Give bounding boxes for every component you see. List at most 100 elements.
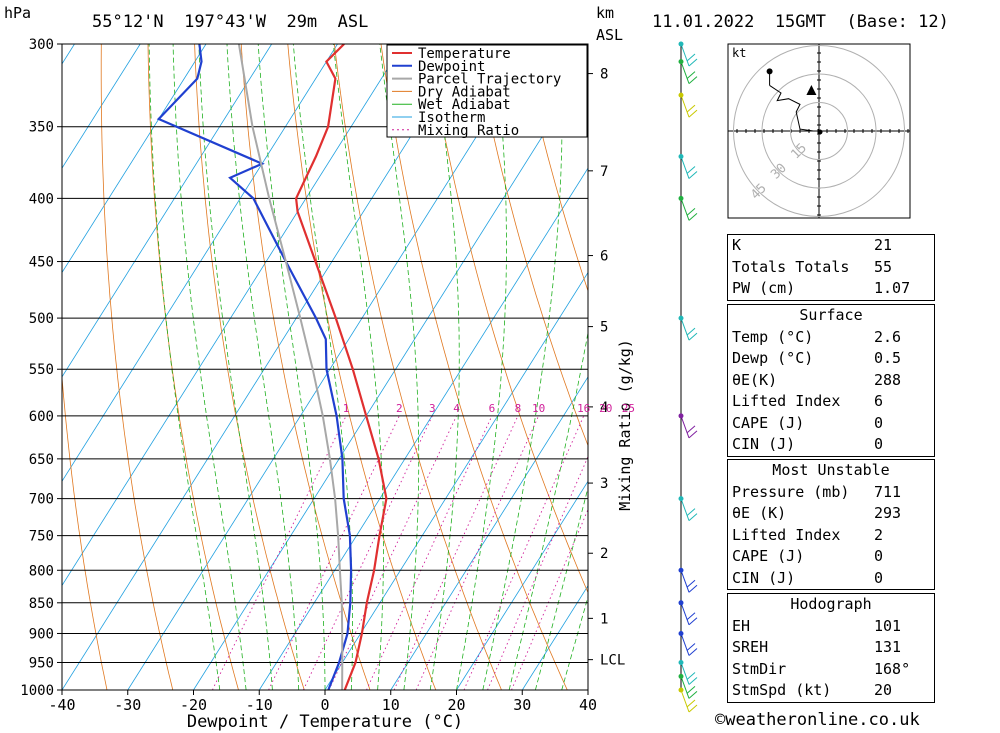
wind-barb-flag	[688, 58, 698, 67]
mu-li-label: Lifted Index	[732, 525, 841, 544]
pressure-tick-label: 800	[29, 563, 54, 579]
wind-barb-flag	[686, 425, 696, 434]
dry-adiabat-line	[473, 44, 588, 447]
mixing-ratio-label: 10	[532, 402, 545, 415]
sreh-label: SREH	[732, 638, 769, 656]
wind-barb-flag	[688, 332, 698, 341]
mixing-ratio-label: 3	[429, 402, 436, 415]
hodograph-ring	[761, 73, 877, 189]
hodograph-trace	[769, 84, 819, 132]
wind-barb-staff	[680, 61, 690, 84]
mixing-ratio-label: 6	[489, 402, 496, 415]
mixing-ratio-line	[511, 508, 588, 690]
surface-temp-label: Temp (°C)	[732, 327, 814, 346]
isotherm-line	[62, 44, 404, 587]
wind-barb-flag	[686, 508, 696, 516]
surface-cape-label: CAPE (J)	[732, 413, 805, 432]
height-tick-label: 6	[600, 249, 608, 265]
pressure-tick-label: 850	[29, 596, 54, 612]
k-index-label: K	[732, 236, 742, 254]
mu-theta-label: θE (K)	[732, 504, 787, 522]
temperature-tick-label: 30	[513, 696, 531, 714]
wet-adiabat-line	[379, 44, 420, 690]
wind-barb-flag	[688, 617, 698, 626]
chart-axes: 3003504004505005506006507007508008509009…	[20, 37, 634, 732]
height-tick-label: LCL	[600, 653, 625, 669]
dry-adiabat-line	[147, 44, 239, 690]
eh-value: 101	[874, 616, 902, 635]
mixing-ratio-line	[366, 415, 493, 690]
wind-barb-flag	[686, 71, 696, 79]
pressure-tick-label: 950	[29, 655, 54, 671]
indices-table: K 21 Totals Totals 55 PW (cm) 1.07	[727, 234, 935, 301]
isotherm-line	[62, 44, 470, 690]
asl-label: ASL	[596, 26, 624, 44]
isotherm-line	[390, 376, 588, 690]
temperature-tick-label: 10	[382, 696, 400, 714]
stmdir-value: 168°	[874, 659, 911, 678]
legend-item-label: Parcel Trajectory	[418, 72, 561, 88]
wet-adiabat-line	[456, 44, 507, 690]
height-tick-label: 5	[600, 320, 608, 336]
footer-credit[interactable]: ©weatheronline.co.uk	[715, 710, 920, 730]
wind-barb-staff	[680, 633, 690, 656]
most-unstable-title: Most Unstable	[772, 461, 890, 479]
mixing-ratio-label: 4	[453, 402, 460, 415]
stmspd-value: 20	[874, 681, 893, 699]
mu-theta-value: 293	[874, 504, 902, 522]
pw-value: 1.07	[874, 279, 911, 297]
hpa-label: hPa	[4, 4, 32, 22]
hodograph-unit-label: kt	[732, 46, 746, 60]
wind-barb-flag	[686, 166, 696, 174]
legend-box	[386, 44, 588, 138]
height-tick-label: 1	[600, 611, 608, 627]
wind-barb-flag	[688, 691, 698, 699]
hodograph-ring	[790, 102, 848, 160]
hodograph-ring	[733, 45, 905, 217]
isotherm-line	[62, 44, 141, 169]
wind-barb-flag	[688, 513, 698, 521]
wind-barb-staff	[680, 43, 690, 67]
wind-barb-flag	[688, 584, 698, 593]
wind-barb-flag	[688, 430, 698, 439]
datetime-title: 11.01.2022 15GMT (Base: 12)	[652, 12, 949, 32]
mu-li-value: 2	[874, 525, 884, 544]
surface-li-label: Lifted Index	[732, 392, 841, 410]
temperature-tick-label: 0	[320, 696, 329, 714]
surface-cape-value: 0	[874, 413, 884, 432]
mixing-ratio-label: 2	[396, 402, 403, 415]
profile-temperature	[294, 44, 388, 690]
dry-adiabat-line	[987, 44, 1000, 690]
mixing-ratio-labels: 1 2 3 4 6 8 10 16 20 25	[343, 402, 635, 415]
wind-barb-staff	[680, 570, 690, 593]
wind-barb-staff	[680, 94, 690, 118]
pressure-tick-label: 400	[29, 191, 54, 207]
wind-barb-staff	[680, 498, 690, 521]
pw-label: PW (cm)	[732, 279, 796, 297]
profile-parcel-trajectory	[237, 44, 344, 690]
hodograph-params-title: Hodograph	[790, 595, 872, 613]
height-tick-label: 3	[600, 476, 608, 492]
wind-barb-flag	[686, 327, 696, 336]
mixing-ratio-label: 25	[622, 402, 635, 415]
km-label: km	[596, 4, 615, 22]
wind-barb-flag	[688, 109, 698, 118]
wind-barb-staff	[680, 156, 690, 179]
legend-item-label: Isotherm	[418, 110, 485, 126]
mu-cape-value: 0	[874, 547, 884, 565]
pressure-tick-label: 700	[29, 492, 54, 508]
storm-motion-marker	[806, 85, 817, 95]
pressure-tick-label: 350	[29, 120, 54, 136]
isotherm-line	[258, 167, 588, 690]
wet-adiabat-line	[508, 330, 588, 690]
isotherm-line	[62, 44, 338, 483]
wind-barb-flag	[686, 643, 696, 651]
surface-temp-value: 2.6	[874, 327, 902, 346]
location-title: 55°12'N 197°43'W 29m ASL	[92, 12, 369, 32]
wind-barb-staff	[680, 415, 690, 439]
temperature-tick-label: -10	[246, 696, 273, 714]
isotherm-line	[0, 44, 9, 690]
wind-barb-staff	[680, 689, 690, 713]
totals-totals-label: Totals Totals	[732, 257, 850, 276]
